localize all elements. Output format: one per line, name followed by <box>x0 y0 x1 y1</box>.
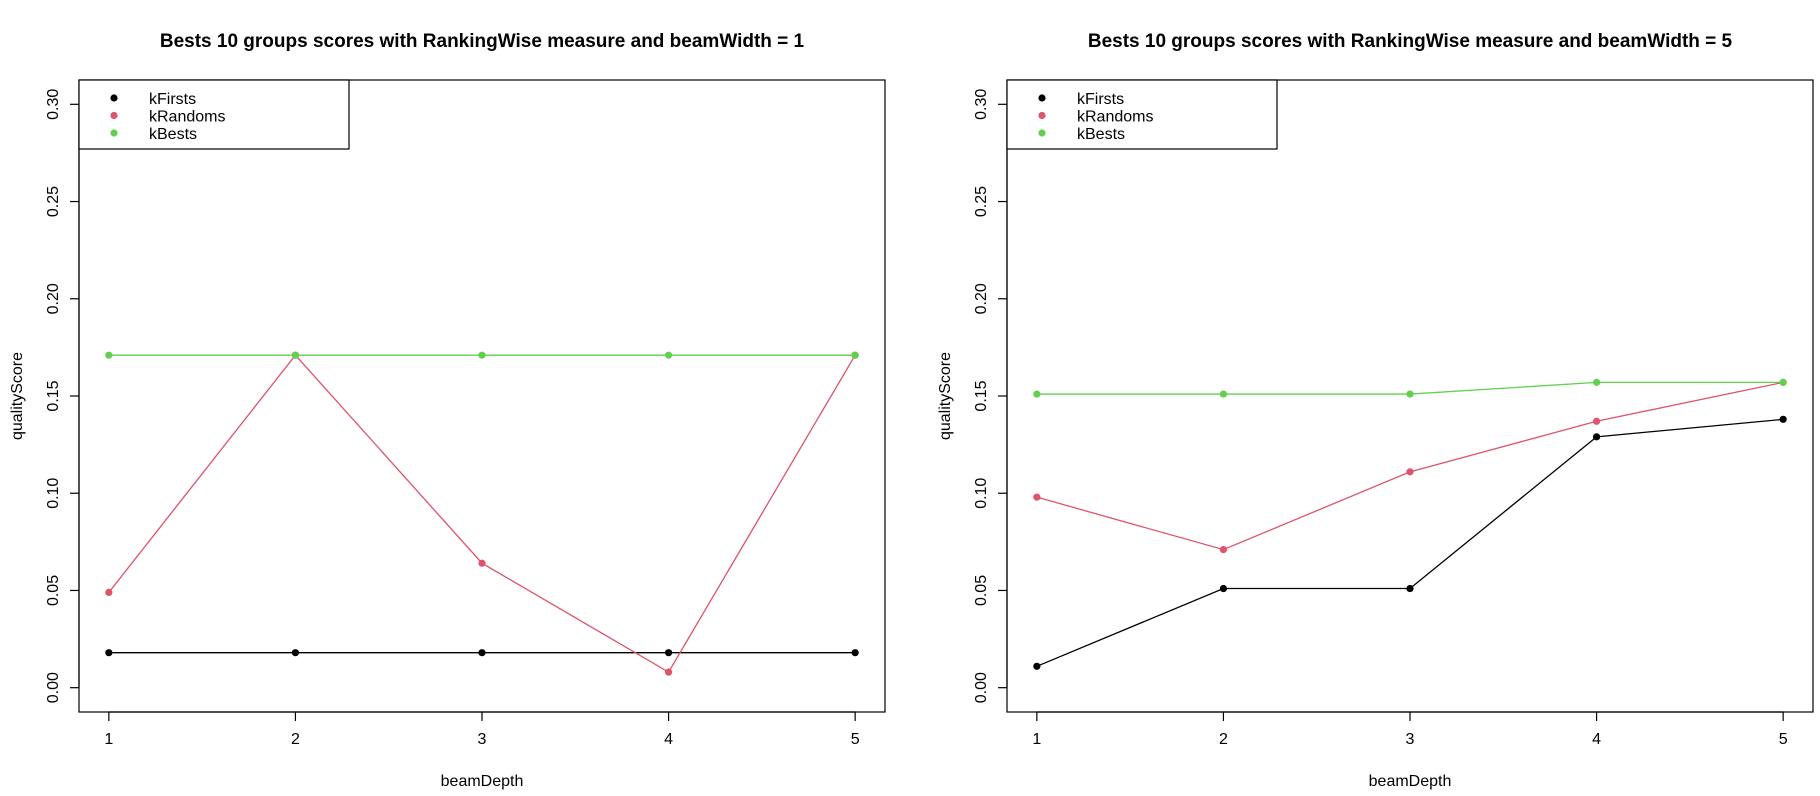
data-point <box>1033 493 1041 501</box>
data-point <box>1592 417 1601 425</box>
data-point <box>1592 433 1601 441</box>
x-axis-label: beamDepth <box>441 773 524 790</box>
legend-label: kBests <box>1077 126 1125 143</box>
data-point <box>851 351 859 359</box>
series-kBests <box>1033 378 1787 398</box>
series-kFirsts <box>1033 415 1787 670</box>
y-tick-label: 0.00 <box>45 672 62 703</box>
legend-marker <box>1038 111 1046 120</box>
chart-title: Bests 10 groups scores with RankingWise … <box>1088 31 1733 52</box>
x-axis-label: beamDepth <box>1369 773 1452 790</box>
y-tick-label: 0.30 <box>973 89 990 120</box>
data-point <box>105 588 113 597</box>
x-tick-label: 5 <box>1779 731 1788 748</box>
data-point <box>664 351 673 359</box>
data-point <box>1592 378 1601 386</box>
data-point <box>1219 390 1228 398</box>
y-tick-label: 0.05 <box>973 575 990 606</box>
legend-label: kBests <box>149 126 197 143</box>
y-axis-label: qualityScore <box>937 352 954 440</box>
data-point <box>105 649 113 657</box>
legend-box <box>1006 79 1278 150</box>
data-point <box>1406 390 1414 398</box>
data-point <box>291 649 300 657</box>
legend-marker <box>110 94 118 102</box>
series-kRandoms <box>1033 378 1787 554</box>
legend-label: kFirsts <box>1077 91 1124 108</box>
series-line <box>1036 418 1784 667</box>
data-point <box>1219 584 1228 593</box>
x-tick-label: 1 <box>1032 731 1041 748</box>
y-axis-label: qualityScore <box>9 352 26 440</box>
data-point <box>851 649 859 657</box>
data-point <box>1779 378 1787 386</box>
series-line <box>108 354 856 674</box>
chart-title: Bests 10 groups scores with RankingWise … <box>160 31 805 52</box>
data-point <box>1779 415 1787 423</box>
series-kFirsts <box>105 649 859 657</box>
x-tick-label: 3 <box>1406 731 1415 748</box>
legend-label: kFirsts <box>149 91 196 108</box>
y-tick-label: 0.15 <box>45 380 62 411</box>
data-point <box>478 351 486 359</box>
y-tick-label: 0.15 <box>973 380 990 411</box>
y-tick-label: 0.20 <box>45 283 62 314</box>
data-point <box>291 351 300 359</box>
series-kBests <box>105 351 859 359</box>
legend-marker <box>1038 129 1046 137</box>
legend-box <box>78 79 350 150</box>
legend-label: kRandoms <box>149 109 225 126</box>
data-point <box>1219 546 1228 554</box>
legend-marker <box>1038 94 1046 102</box>
x-tick-label: 4 <box>664 731 673 748</box>
y-tick-label: 0.05 <box>45 575 62 606</box>
data-point <box>1033 662 1041 670</box>
x-tick-label: 1 <box>104 731 113 748</box>
y-tick-label: 0.10 <box>45 478 62 509</box>
series-line <box>1036 381 1784 551</box>
y-tick-label: 0.00 <box>973 672 990 703</box>
x-tick-label: 2 <box>1219 731 1228 748</box>
data-point <box>1033 390 1041 398</box>
y-tick-label: 0.10 <box>973 478 990 509</box>
y-tick-label: 0.25 <box>45 186 62 217</box>
legend-marker <box>110 111 118 120</box>
chart-panel-2: Bests 10 groups scores with RankingWise … <box>937 31 1814 790</box>
x-tick-label: 3 <box>478 731 487 748</box>
y-tick-label: 0.30 <box>45 89 62 120</box>
plot-frame <box>78 79 886 713</box>
legend-label: kRandoms <box>1077 109 1153 126</box>
data-point <box>105 351 113 359</box>
data-point <box>478 649 486 657</box>
x-tick-label: 2 <box>291 731 300 748</box>
y-tick-label: 0.25 <box>973 186 990 217</box>
x-tick-label: 5 <box>851 731 860 748</box>
data-point <box>1406 584 1414 593</box>
chart-panel-1: Bests 10 groups scores with RankingWise … <box>9 31 886 790</box>
data-point <box>664 668 673 676</box>
y-tick-label: 0.20 <box>973 283 990 314</box>
data-point <box>1406 468 1414 476</box>
legend-marker <box>110 129 118 137</box>
data-point <box>664 649 673 657</box>
data-point <box>478 559 486 567</box>
series-kRandoms <box>105 351 859 676</box>
x-tick-label: 4 <box>1592 731 1601 748</box>
